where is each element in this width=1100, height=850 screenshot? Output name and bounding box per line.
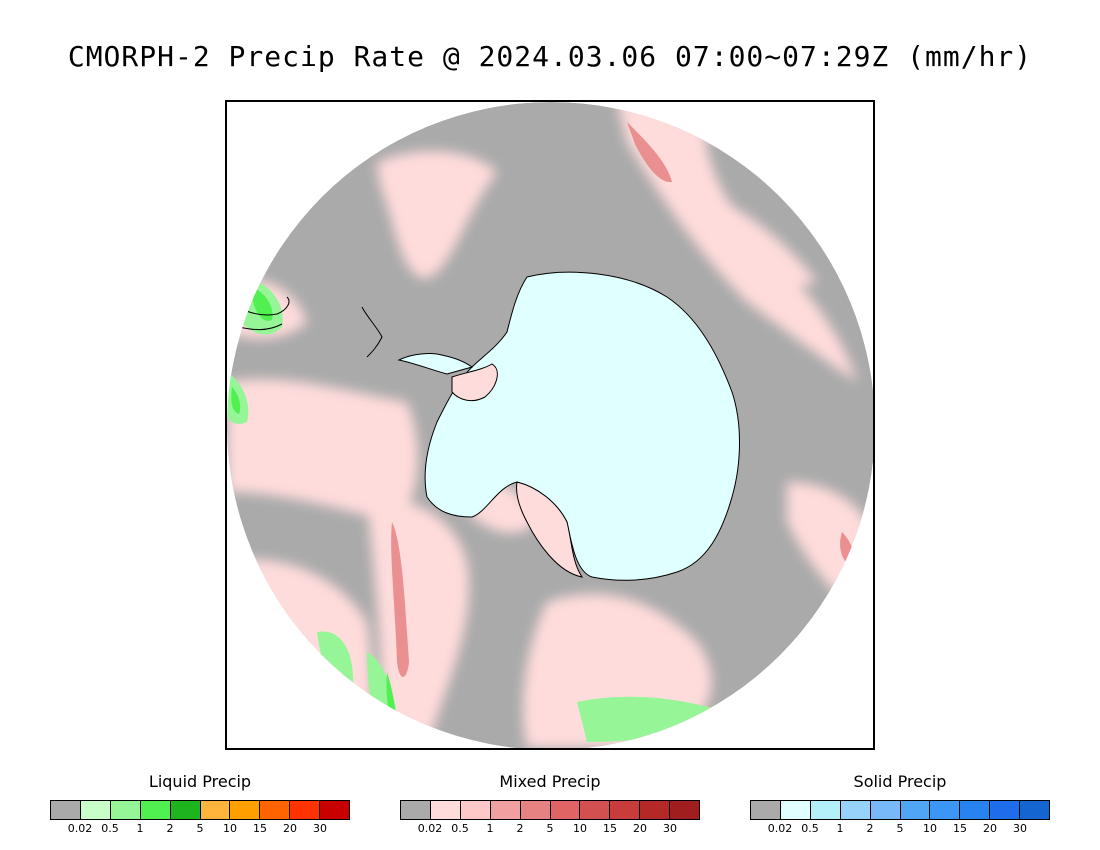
legend-ticks: 0.02 0.5 1 2 5 10 15 20 30 xyxy=(50,822,350,838)
polar-map xyxy=(227,102,873,748)
map-frame xyxy=(225,100,875,750)
legend-swatch xyxy=(990,801,1021,819)
legend-swatch xyxy=(460,801,491,819)
legend-swatch xyxy=(840,801,871,819)
legend-swatch xyxy=(401,801,431,819)
legend-swatch xyxy=(870,801,901,819)
legend-swatch xyxy=(110,801,141,819)
legend-swatch xyxy=(751,801,781,819)
legend-title: Mixed Precip xyxy=(499,772,601,791)
legend-tick-label: 0.02 xyxy=(417,822,443,835)
legend-liquid: Liquid Precip 0.02 0.5 1 2 5 10 15 20 30 xyxy=(50,772,350,838)
legend-colorbar xyxy=(750,800,1050,820)
legend-solid: Solid Precip 0.02 0.5 1 2 5 10 15 20 30 xyxy=(750,772,1050,838)
legend-swatch xyxy=(200,801,231,819)
legend-ticks: 0.02 0.5 1 2 5 10 15 20 30 xyxy=(750,822,1050,838)
legend-tick-label: 1 xyxy=(136,822,144,835)
legend-tick-label: 30 xyxy=(313,822,327,835)
legend-tick-label: 10 xyxy=(923,822,937,835)
legend-swatch xyxy=(670,801,700,819)
legend-tick-label: 10 xyxy=(223,822,237,835)
legend-swatch xyxy=(80,801,111,819)
legend-tick-label: 0.5 xyxy=(451,822,469,835)
legend-tick-label: 15 xyxy=(253,822,267,835)
legend-swatch xyxy=(640,801,671,819)
legend-tick-label: 1 xyxy=(836,822,844,835)
legend-tick-label: 10 xyxy=(573,822,587,835)
legend-swatch xyxy=(170,801,201,819)
legend-tick-label: 5 xyxy=(196,822,204,835)
legend-title: Liquid Precip xyxy=(148,772,252,791)
legend-tick-label: 5 xyxy=(896,822,904,835)
legend-swatch xyxy=(290,801,321,819)
legend-swatch xyxy=(490,801,521,819)
legend-tick-label: 5 xyxy=(546,822,554,835)
legend-swatch xyxy=(320,801,350,819)
legend-tick-label: 0.02 xyxy=(67,822,93,835)
legend-mixed: Mixed Precip 0.02 0.5 1 2 5 10 15 20 30 xyxy=(400,772,700,838)
legend-tick-label: 30 xyxy=(1013,822,1027,835)
legend-swatch xyxy=(930,801,961,819)
legend-swatch xyxy=(960,801,991,819)
legend-tick-label: 2 xyxy=(516,822,524,835)
legend-swatch xyxy=(51,801,81,819)
legend-swatch xyxy=(230,801,261,819)
legend-tick-label: 1 xyxy=(486,822,494,835)
legend-swatch xyxy=(780,801,811,819)
map-title: CMORPH-2 Precip Rate @ 2024.03.06 07:00~… xyxy=(67,40,1033,73)
legend-tick-label: 20 xyxy=(633,822,647,835)
legend-colorbar xyxy=(400,800,700,820)
legend-swatch xyxy=(260,801,291,819)
legend-swatch xyxy=(520,801,551,819)
legend-tick-label: 2 xyxy=(166,822,174,835)
antarctic-peninsula xyxy=(397,353,474,375)
legend-tick-label: 30 xyxy=(663,822,677,835)
legend-swatch xyxy=(810,801,841,819)
legend-swatch xyxy=(610,801,641,819)
legend-tick-label: 0.5 xyxy=(101,822,119,835)
legend-swatch xyxy=(430,801,461,819)
legend-tick-label: 15 xyxy=(953,822,967,835)
legend-title: Solid Precip xyxy=(853,772,947,791)
legend-tick-label: 15 xyxy=(603,822,617,835)
legend-swatch xyxy=(140,801,171,819)
legend-swatch xyxy=(1020,801,1050,819)
legend-swatch xyxy=(550,801,581,819)
legend-swatch xyxy=(900,801,931,819)
legend-colorbar xyxy=(50,800,350,820)
legend-tick-label: 0.5 xyxy=(801,822,819,835)
legend-swatch xyxy=(580,801,611,819)
legend-tick-label: 2 xyxy=(866,822,874,835)
legend-tick-label: 20 xyxy=(983,822,997,835)
legend-tick-label: 0.02 xyxy=(767,822,793,835)
legend-tick-label: 20 xyxy=(283,822,297,835)
legend-ticks: 0.02 0.5 1 2 5 10 15 20 30 xyxy=(400,822,700,838)
weddell-sea-precip xyxy=(451,363,498,402)
ross-ice-shelf-precip xyxy=(516,481,584,578)
